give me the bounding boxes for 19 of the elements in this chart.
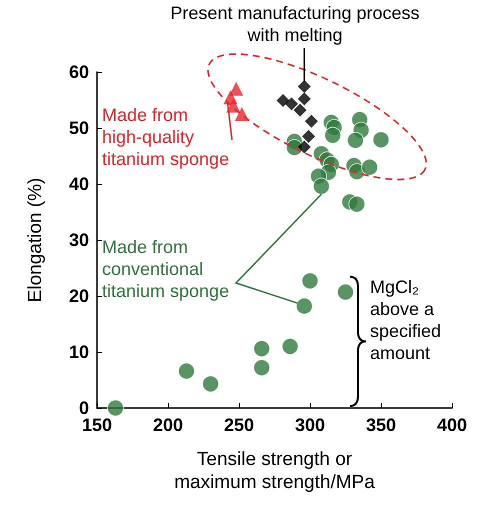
x-tick-label: 300 [294, 415, 326, 435]
y-tick-label: 20 [68, 286, 89, 306]
y-tick-label: 30 [68, 230, 89, 250]
text: Present manufacturing process with melting [170, 2, 420, 46]
annotation: MgCl₂ above a specified amount [370, 276, 442, 364]
y-tick-label: 60 [68, 62, 89, 82]
y-tick-label: 0 [78, 398, 89, 418]
annotation: Made from high-quality titanium sponge [102, 104, 230, 170]
x-axis-title: Tensile strength or maximum strength/MPa [174, 449, 376, 493]
y-tick-label: 40 [68, 174, 89, 194]
y-tick-label: 50 [68, 118, 89, 138]
x-tick-label: 400 [436, 415, 468, 435]
x-tick-label: 250 [224, 415, 254, 435]
x-tick-label: 350 [366, 415, 396, 435]
x-tick-label: 200 [152, 415, 184, 435]
y-axis-title: Elongation (%) [25, 178, 46, 302]
y-tick-label: 10 [68, 342, 89, 362]
x-tick-label: 150 [82, 415, 112, 435]
annotation: Made from conventional titanium sponge [102, 236, 230, 302]
